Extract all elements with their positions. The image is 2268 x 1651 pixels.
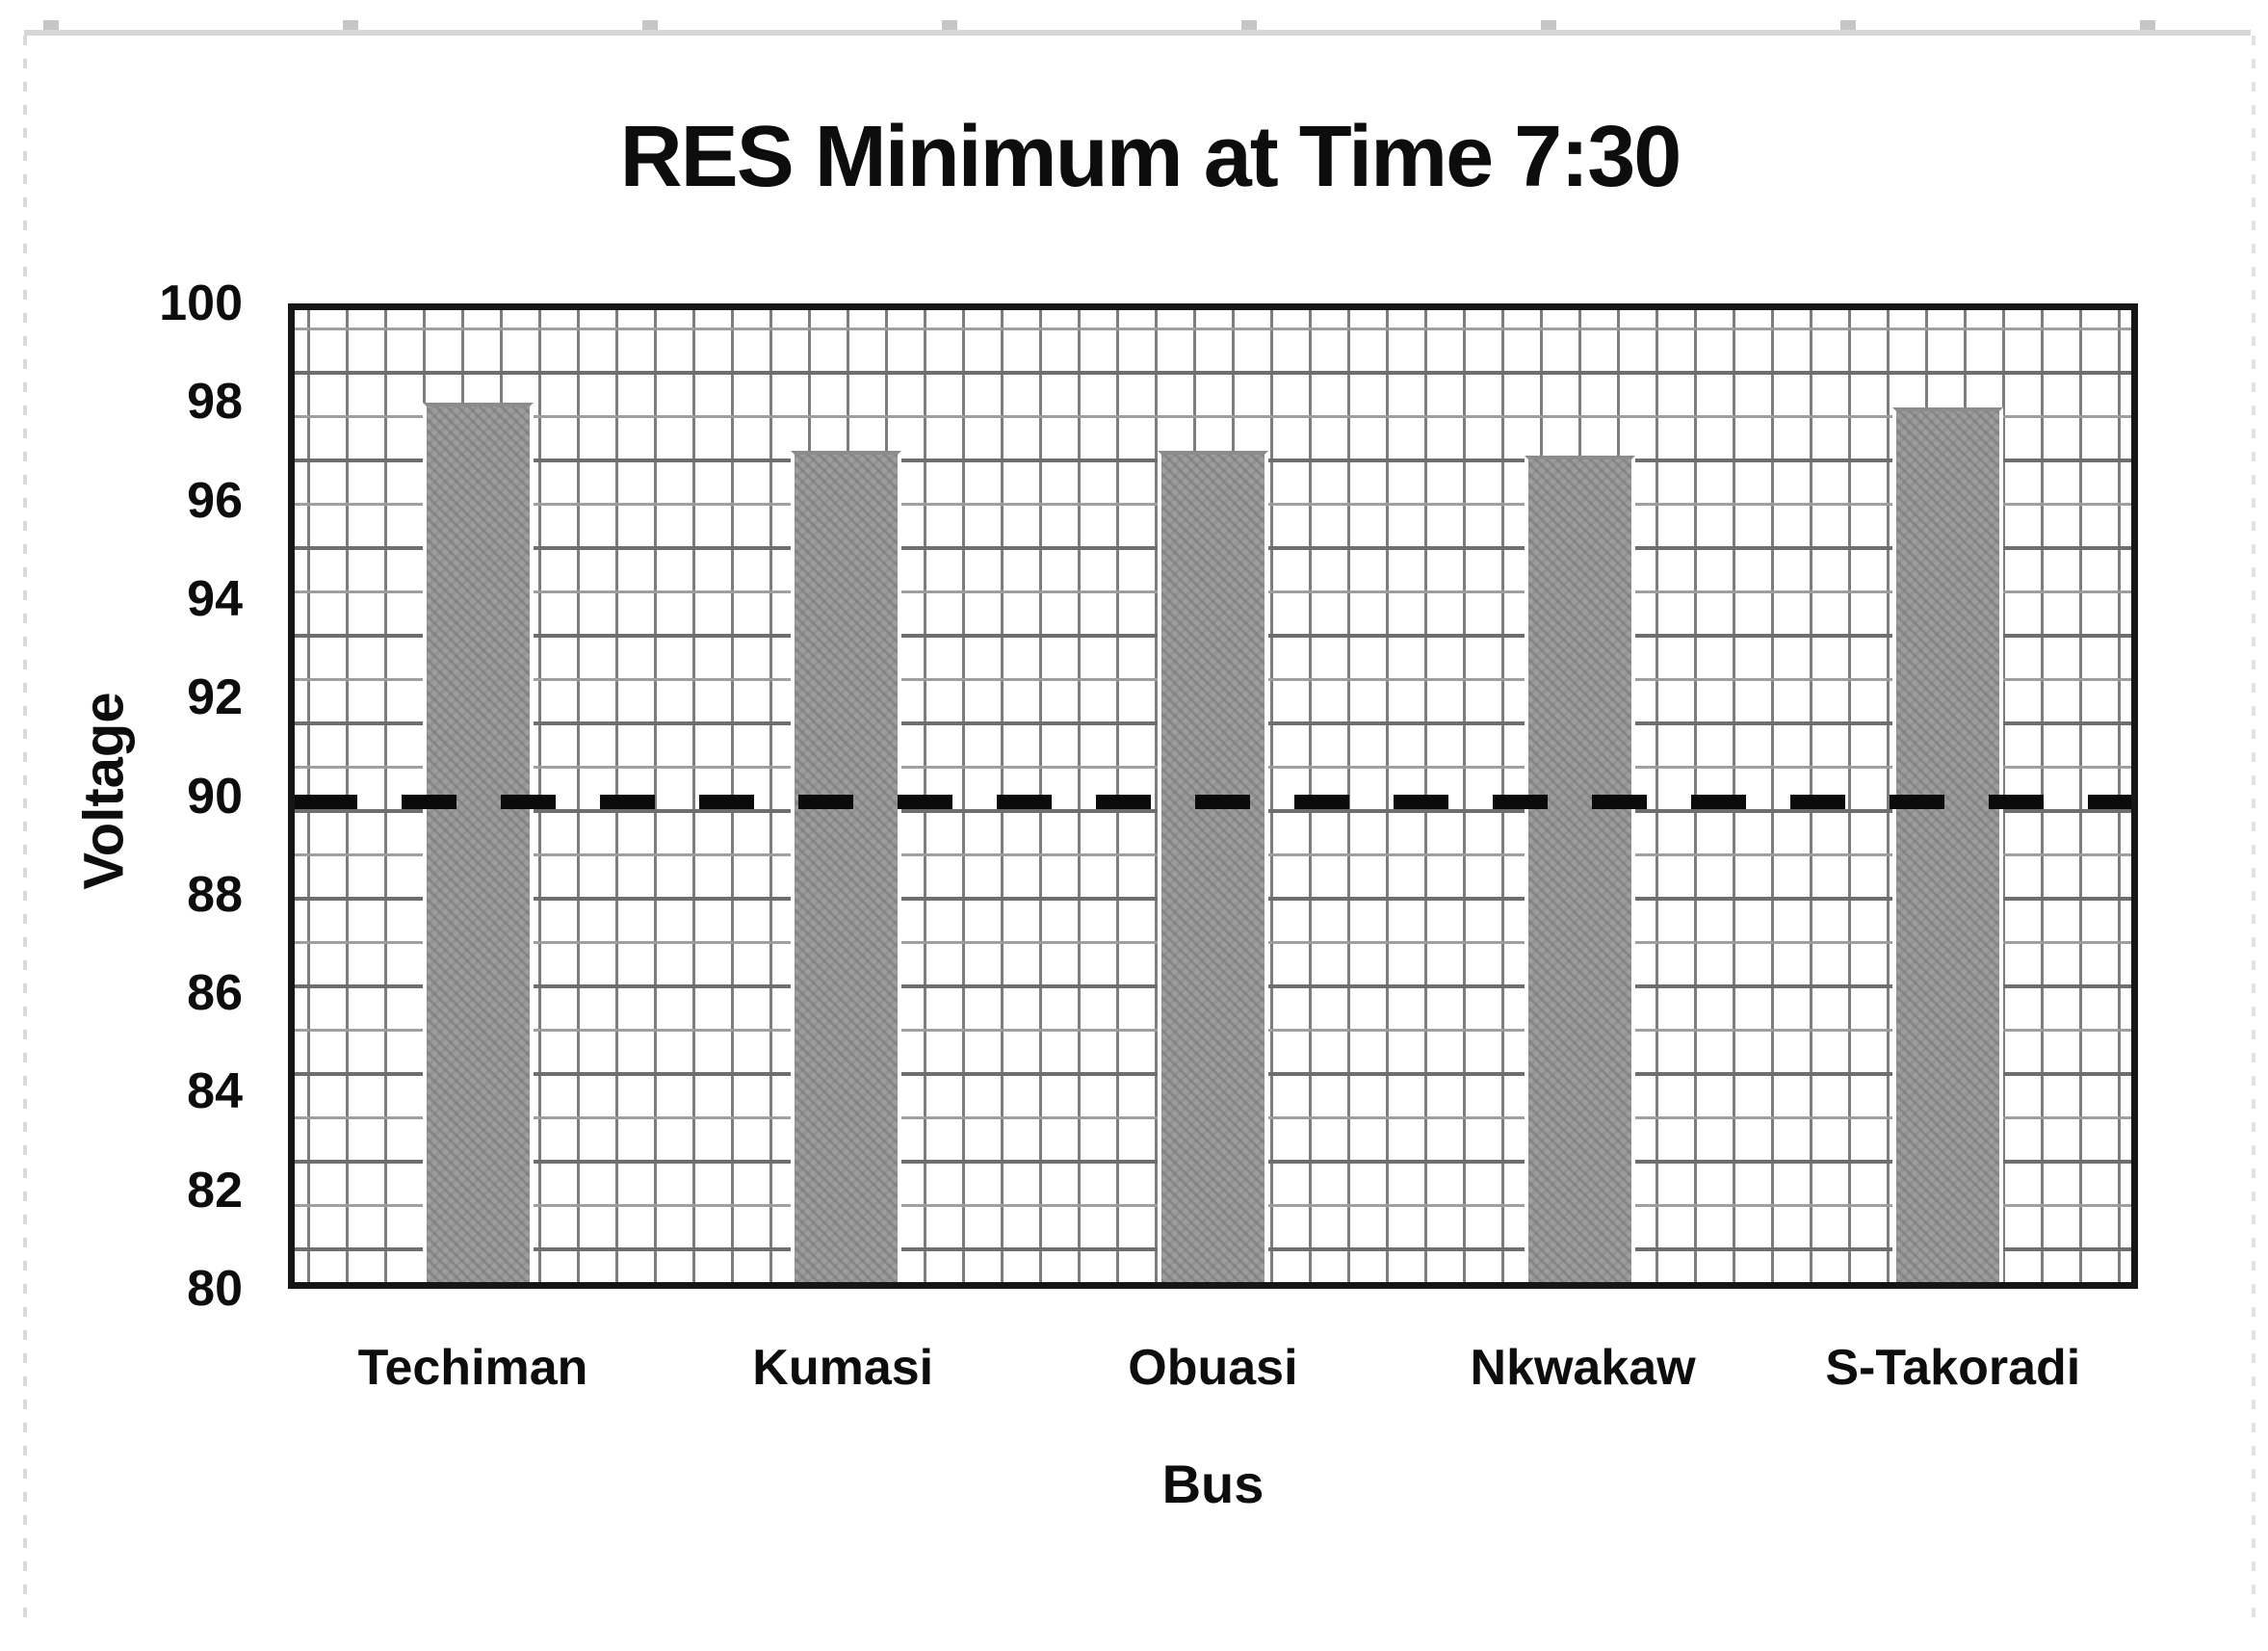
spreadsheet-column-tick-artifact [942,20,957,30]
spreadsheet-column-tick-artifact [1840,20,1856,30]
y-tick-label: 86 [187,965,243,1022]
y-tick-label: 96 [187,472,243,529]
spreadsheet-column-tick-artifact [1541,20,1556,30]
y-tick-label: 80 [187,1261,243,1317]
y-tick-label: 84 [187,1063,243,1120]
bar-obuasi [1158,451,1268,1282]
bar-kumasi [790,451,901,1282]
spreadsheet-column-tick-artifact [642,20,658,30]
x-tick-label: Kumasi [752,1340,934,1396]
x-tick-label: S-Takoradi [1825,1340,2081,1396]
spreadsheet-column-tick-artifact [43,20,59,30]
spreadsheet-left-border-artifact [23,36,27,1620]
plot-grid [295,310,2131,1282]
spreadsheet-top-border-artifact [24,30,2251,36]
spreadsheet-right-border-artifact [2252,36,2255,1620]
y-tick-label: 82 [187,1162,243,1219]
y-tick-label: 100 [159,275,243,331]
x-axis-title: Bus [1161,1454,1264,1514]
chart-title: RES Minimum at Time 7:30 [619,109,1682,205]
spreadsheet-column-tick-artifact [2140,20,2155,30]
x-tick-label: Techiman [357,1340,588,1396]
reference-line [295,795,2131,809]
bar-techiman [423,402,534,1282]
spreadsheet-column-tick-artifact [1241,20,1257,30]
y-tick-label: 88 [187,866,243,923]
x-tick-label: Nkwakaw [1470,1340,1696,1396]
y-tick-label: 90 [187,768,243,825]
bar-nkwakaw [1525,456,1636,1282]
y-tick-label: 98 [187,374,243,431]
x-tick-label: Obuasi [1128,1340,1298,1396]
plot-area [288,303,2138,1289]
spreadsheet-column-tick-artifact [343,20,358,30]
bar-s-takoradi [1891,406,2003,1282]
y-tick-label: 94 [187,570,243,627]
y-tick-label: 92 [187,669,243,726]
